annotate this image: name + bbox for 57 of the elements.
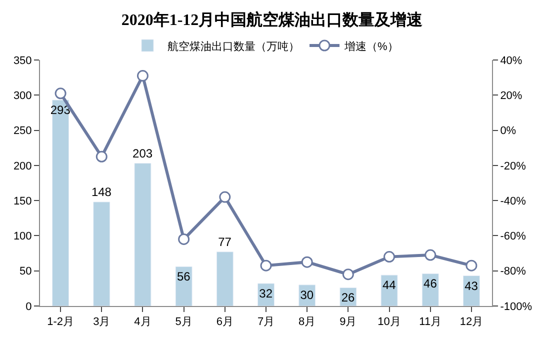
- bar: [52, 100, 70, 306]
- x-tick-label: 6月: [216, 316, 234, 328]
- y2-tick-label: -60%: [500, 230, 526, 243]
- bar: [93, 202, 110, 306]
- point: [424, 249, 436, 261]
- data-label: 43: [464, 278, 478, 293]
- point: [96, 150, 108, 162]
- data-label: 203: [132, 146, 153, 160]
- point: [384, 251, 396, 263]
- data-label: 148: [91, 184, 112, 199]
- point: [342, 268, 354, 280]
- x-tick-label: 9月: [340, 316, 357, 328]
- y-tick-label: 50: [20, 266, 32, 278]
- x-tick-label: 5月: [175, 316, 192, 328]
- point: [301, 256, 313, 268]
- data-label: 44: [382, 278, 396, 292]
- bar: [175, 266, 192, 306]
- y2-tick-label: 0%: [500, 125, 516, 138]
- y-tick-label: 350: [13, 54, 32, 67]
- point: [260, 260, 272, 272]
- y-tick-label: 0: [26, 300, 32, 313]
- x-tick-label: 4月: [134, 316, 152, 328]
- data-label: 26: [341, 290, 356, 305]
- point: [54, 88, 66, 100]
- y-tick-label: 250: [13, 125, 32, 138]
- chart-title: 2020年1-12月中国航空煤油出口数量及增速: [121, 11, 424, 30]
- x-tick-label: 8月: [298, 316, 316, 328]
- y2-tick-label: 40%: [500, 54, 522, 67]
- x-tick-label: 10月: [378, 316, 401, 328]
- x-tick-label: 11月: [419, 316, 442, 328]
- data-label: 32: [259, 286, 273, 301]
- y2-tick-label: -80%: [500, 266, 526, 278]
- x-tick-label: 3月: [93, 316, 110, 328]
- legend-label: 增速（%）: [344, 40, 398, 53]
- y2-tick-label: 20%: [500, 90, 522, 102]
- data-label: 77: [218, 234, 232, 249]
- x-tick-label: 1-2月: [47, 316, 74, 328]
- y-tick-label: 300: [13, 90, 32, 102]
- point: [219, 191, 231, 203]
- bar: [380, 274, 398, 306]
- y-tick-label: 100: [13, 230, 32, 243]
- y2-tick-label: -40%: [500, 195, 526, 208]
- y-tick-label: 150: [13, 195, 32, 208]
- bar: [134, 163, 152, 306]
- x-tick-label: 12月: [460, 316, 484, 328]
- y2-tick-label: -20%: [500, 160, 526, 172]
- point: [136, 70, 148, 82]
- y2-tick-label: -100%: [500, 300, 532, 313]
- x-tick-label: 7月: [257, 316, 275, 328]
- y-tick-label: 200: [13, 160, 32, 172]
- point: [466, 260, 478, 272]
- data-label: 30: [300, 288, 314, 302]
- bar: [216, 252, 234, 306]
- legend-label: 航空煤油出口数量（万吨）: [168, 40, 300, 53]
- point: [178, 233, 190, 245]
- data-label: 56: [176, 270, 191, 284]
- data-label: 46: [424, 276, 438, 291]
